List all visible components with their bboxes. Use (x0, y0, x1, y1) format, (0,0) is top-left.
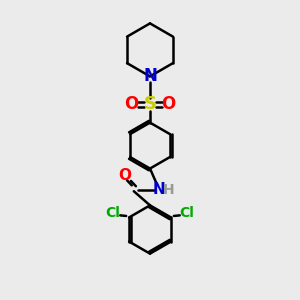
Text: Cl: Cl (180, 206, 194, 220)
Text: S: S (143, 95, 157, 113)
Text: H: H (162, 183, 174, 197)
Text: N: N (152, 182, 165, 197)
Text: O: O (161, 95, 176, 113)
Text: Cl: Cl (106, 206, 120, 220)
Text: O: O (118, 167, 131, 182)
Text: N: N (143, 68, 157, 85)
Text: O: O (124, 95, 139, 113)
